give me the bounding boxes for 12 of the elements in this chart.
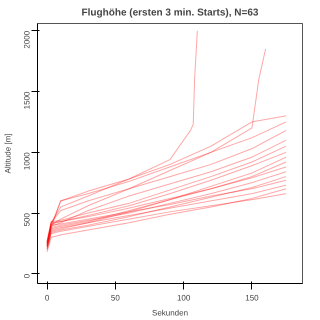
x-tick-label: 100	[176, 294, 191, 302]
y-tick-label: 500	[22, 212, 32, 226]
y-tick-label: 0	[22, 273, 32, 278]
x-tick-label: 50	[110, 294, 120, 302]
y-tick-label: 2000	[22, 30, 32, 49]
y-tick-label: 1500	[22, 90, 32, 110]
chart-title: Flughöhe (ersten 3 min. Starts), N=63	[82, 8, 259, 18]
y-tick-label: 1000	[22, 152, 32, 170]
x-tick-label: 0	[44, 294, 50, 302]
y-axis-title: Altitude [m]	[4, 133, 12, 174]
x-tick-label: 150	[245, 294, 260, 302]
x-axis-title: Sekunden	[152, 308, 188, 318]
